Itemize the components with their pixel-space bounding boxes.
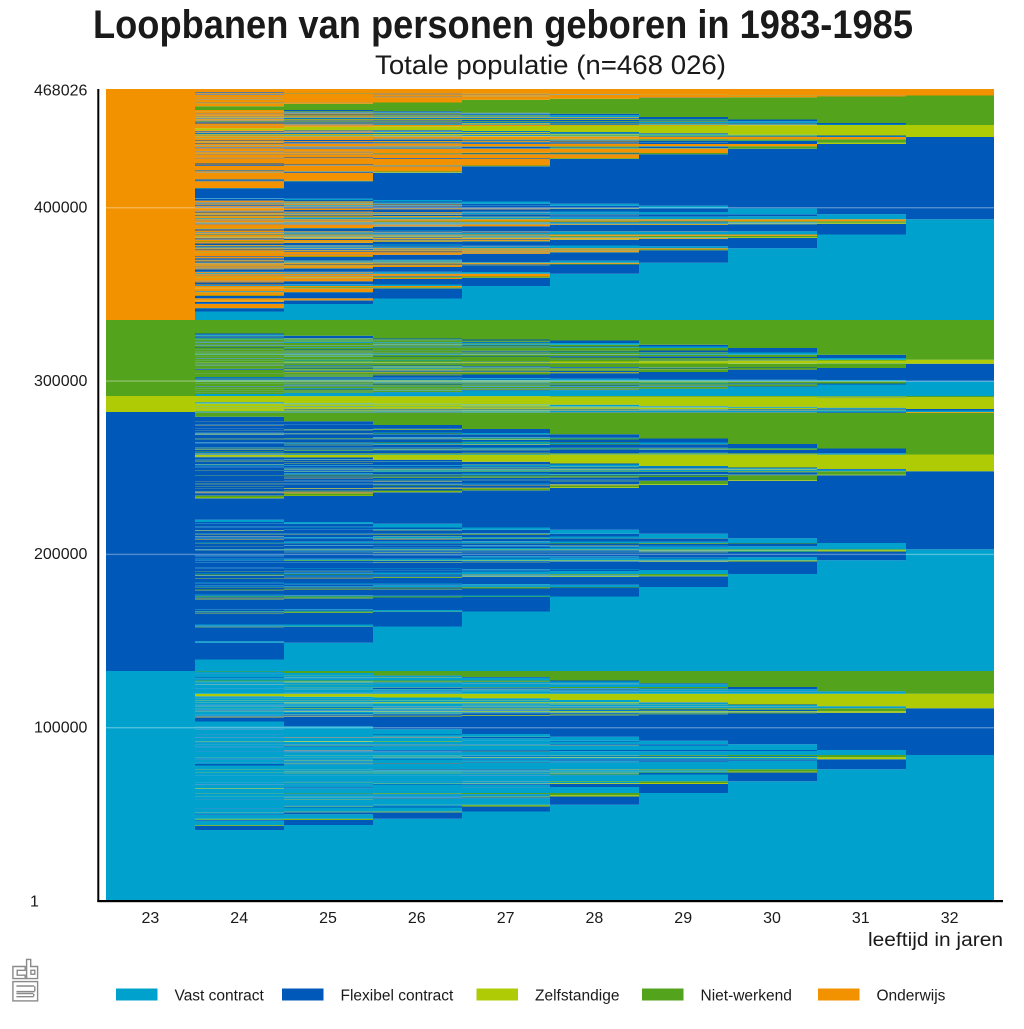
svg-text:28: 28 bbox=[586, 910, 604, 927]
svg-text:Totale populatie (n=468 026): Totale populatie (n=468 026) bbox=[375, 50, 726, 80]
svg-text:26: 26 bbox=[408, 910, 426, 927]
svg-text:1: 1 bbox=[30, 894, 39, 911]
svg-text:100000: 100000 bbox=[34, 720, 87, 737]
svg-text:400000: 400000 bbox=[34, 200, 87, 217]
svg-text:24: 24 bbox=[230, 910, 248, 927]
svg-text:Zelfstandige: Zelfstandige bbox=[535, 988, 619, 1005]
svg-text:29: 29 bbox=[674, 910, 692, 927]
svg-text:Flexibel contract: Flexibel contract bbox=[341, 988, 455, 1005]
svg-text:30: 30 bbox=[763, 910, 781, 927]
svg-text:200000: 200000 bbox=[34, 546, 87, 563]
svg-text:Niet-werkend: Niet-werkend bbox=[701, 988, 792, 1005]
svg-text:23: 23 bbox=[142, 910, 160, 927]
svg-text:27: 27 bbox=[497, 910, 515, 927]
svg-text:32: 32 bbox=[941, 910, 959, 927]
svg-text:468026: 468026 bbox=[34, 83, 87, 100]
svg-text:300000: 300000 bbox=[34, 373, 87, 390]
svg-text:Onderwijs: Onderwijs bbox=[877, 988, 946, 1005]
svg-text:leeftijd in jaren: leeftijd in jaren bbox=[868, 930, 1003, 951]
svg-text:31: 31 bbox=[852, 910, 870, 927]
svg-text:25: 25 bbox=[319, 910, 337, 927]
svg-text:Vast contract: Vast contract bbox=[175, 988, 265, 1005]
svg-text:Loopbanen van personen geboren: Loopbanen van personen geboren in 1983-1… bbox=[93, 3, 913, 47]
